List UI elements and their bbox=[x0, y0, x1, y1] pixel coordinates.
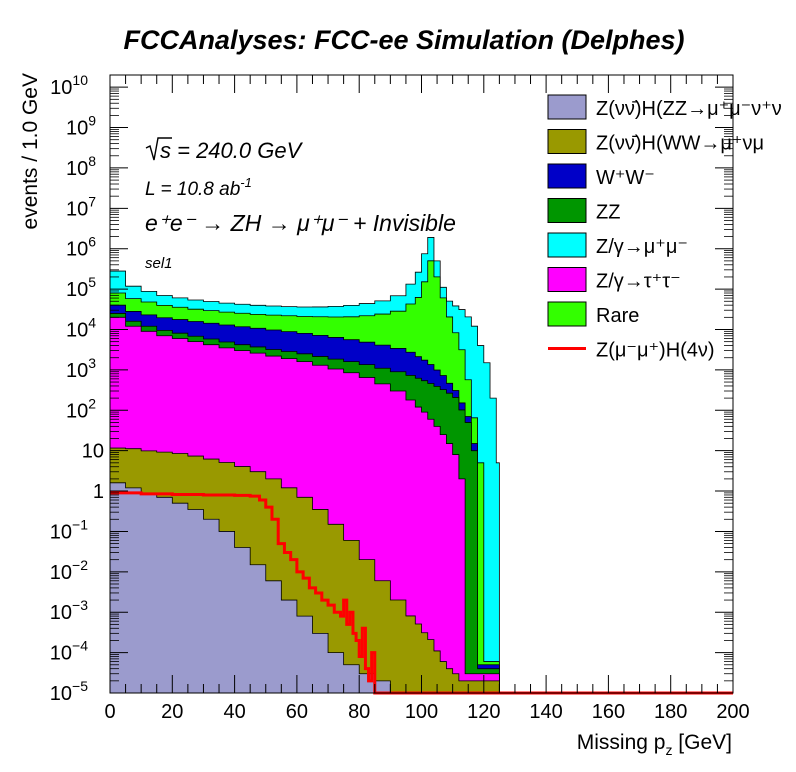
sqrt-s-symbol: s bbox=[160, 138, 171, 163]
x-tick-label: 180 bbox=[654, 701, 687, 723]
x-tick-label: 160 bbox=[592, 701, 625, 723]
x-tick-label: 20 bbox=[161, 701, 183, 723]
legend-label: Z(νν̄)H(ZZ→μ⁺μ⁻ν⁺ν bbox=[596, 98, 782, 120]
legend-label: W⁺W⁻ bbox=[596, 167, 655, 189]
y-tick-label: 10−4 bbox=[50, 638, 88, 665]
signal-path bbox=[110, 491, 733, 695]
legend-label: Rare bbox=[596, 305, 639, 327]
legend-label: Z/γ→μ⁺μ⁻ bbox=[596, 236, 688, 258]
sqrt-sign bbox=[145, 137, 172, 161]
legend-swatch bbox=[547, 94, 587, 120]
legend-swatch bbox=[547, 129, 587, 154]
x-axis: 0 20 40 60 80 100 120 140 160 180 200 bbox=[104, 75, 750, 723]
y-tick-label: 108 bbox=[66, 153, 96, 180]
annotation-luminosity: L = 10.8 ab-1 bbox=[145, 175, 252, 200]
x-tick-label: 100 bbox=[405, 701, 438, 723]
legend-label: Z/γ→τ⁺τ⁻ bbox=[596, 271, 681, 293]
y-tick-label: 10−5 bbox=[50, 678, 88, 705]
annotation-process: e⁺e⁻ → ZH → μ⁺μ⁻ + Invisible bbox=[145, 210, 456, 236]
y-tick-label: 105 bbox=[66, 274, 96, 301]
x-tick-label: 40 bbox=[223, 701, 245, 723]
svg-text:s = 240.0 GeV: s = 240.0 GeV bbox=[160, 138, 304, 163]
annotation-selection: sel1 bbox=[145, 255, 173, 272]
legend-swatch bbox=[547, 301, 587, 327]
signal-line bbox=[110, 491, 733, 695]
y-tick-label: 107 bbox=[66, 193, 96, 220]
legend: Z(νν̄)H(ZZ→μ⁺μ⁻ν⁺ν Z(νν̄)H(WW→μ⁺νμ W⁺W⁻ ZZ Z… bbox=[547, 94, 782, 362]
annotation-sqrt-s: s = 240.0 GeV bbox=[145, 137, 304, 163]
legend-swatch bbox=[547, 163, 587, 189]
y-tick-label: 109 bbox=[66, 113, 96, 140]
y-axis: 1010 109 108 107 106 105 104 103 102 10 110−1 10−2 1… bbox=[50, 72, 733, 705]
lumi-exponent: -1 bbox=[240, 175, 252, 190]
y-tick-label: 106 bbox=[66, 234, 96, 261]
energy-value: = 240.0 GeV bbox=[171, 138, 304, 163]
x-tick-label: 120 bbox=[467, 701, 500, 723]
chart-title: FCCAnalyses: FCC-ee Simulation (Delphes) bbox=[123, 25, 684, 55]
x-tick-label: 140 bbox=[529, 701, 562, 723]
x-axis-label-main: Missing p bbox=[577, 731, 666, 754]
x-tick-label: 0 bbox=[104, 701, 115, 723]
lumi-text: L = 10.8 ab bbox=[145, 179, 240, 200]
y-tick-label: 10−3 bbox=[50, 597, 88, 624]
x-tick-label: 200 bbox=[716, 701, 749, 723]
y-tick-label: 10 bbox=[82, 441, 104, 463]
y-tick-label: 10−1 bbox=[50, 516, 88, 543]
x-axis-label: Missing pz [GeV] bbox=[577, 731, 732, 758]
x-tick-label: 80 bbox=[348, 701, 370, 723]
y-tick-label: 103 bbox=[66, 355, 96, 382]
y-tick-label: 10−2 bbox=[50, 557, 88, 584]
stacked-histogram bbox=[109, 237, 500, 694]
y-tick-label: 1010 bbox=[50, 72, 88, 99]
legend-swatch bbox=[547, 198, 587, 223]
y-tick-label: 102 bbox=[66, 395, 96, 422]
legend-swatch bbox=[547, 232, 587, 258]
legend-swatch bbox=[547, 267, 587, 292]
y-tick-label: 104 bbox=[66, 314, 96, 341]
y-axis-label: events / 1.0 GeV bbox=[19, 73, 42, 229]
x-tick-label: 60 bbox=[286, 701, 308, 723]
x-axis-label-unit: [GeV] bbox=[672, 731, 732, 754]
legend-label: Z(μ⁻μ⁺)H(4ν) bbox=[596, 340, 715, 362]
legend-label: Z(νν̄)H(WW→μ⁺νμ bbox=[596, 133, 764, 155]
x-axis-label-sub: z bbox=[665, 742, 672, 758]
y-tick-label: 1 bbox=[93, 481, 104, 503]
legend-label: ZZ bbox=[596, 202, 620, 224]
